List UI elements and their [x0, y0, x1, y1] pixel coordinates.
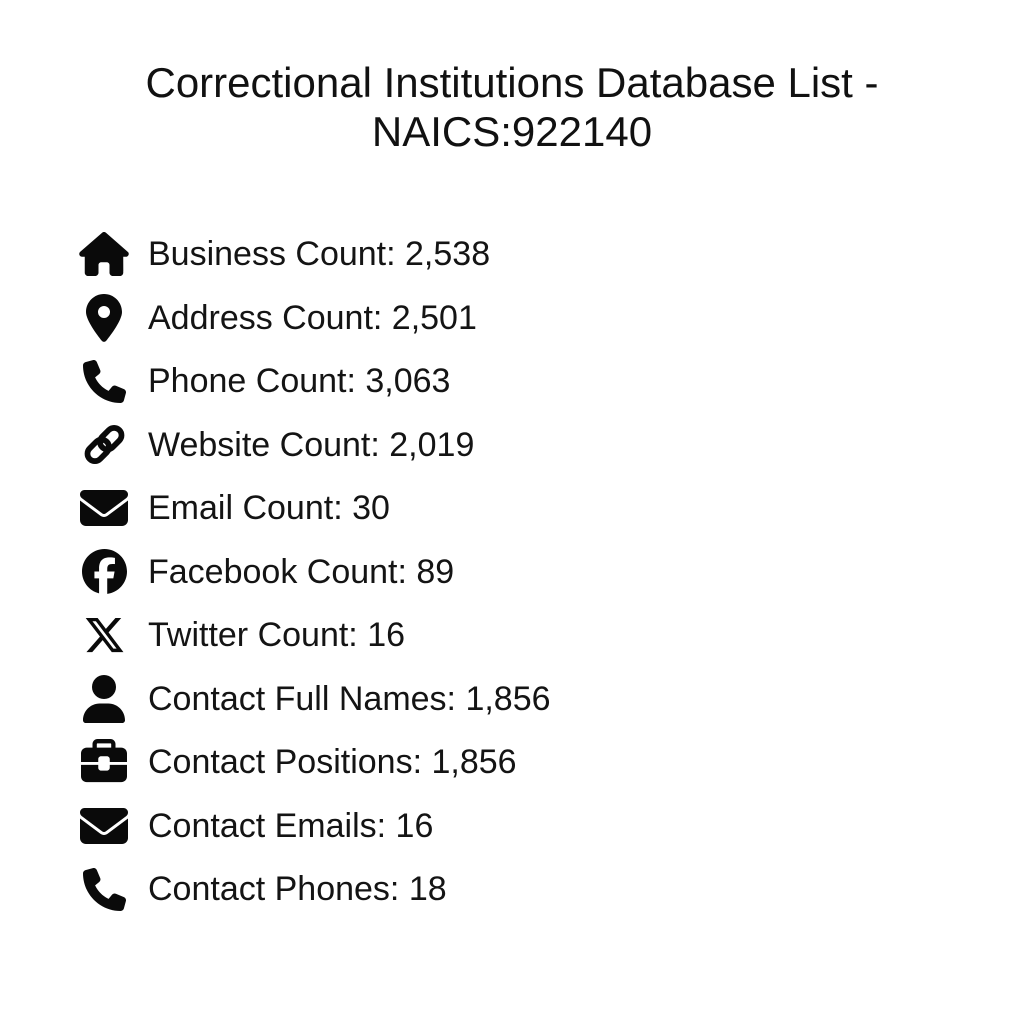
- stats-list: Business Count: 2,538 Address Count: 2,5…: [0, 156, 1024, 921]
- envelope-icon: [78, 482, 130, 534]
- stat-text: Facebook Count: 89: [148, 552, 455, 591]
- location-pin-icon: [78, 292, 130, 344]
- stat-text: Contact Phones: 18: [148, 870, 447, 908]
- stat-text: Email Count: 30: [148, 489, 390, 527]
- stat-row-contact-phones: Contact Phones: 18: [78, 857, 1024, 921]
- stat-row-website-count: Website Count: 2,019: [78, 413, 1024, 477]
- stat-row-contact-emails: Contact Emails: 16: [78, 794, 1024, 858]
- stat-row-business-count: Business Count: 2,538: [78, 222, 1024, 286]
- link-icon: [78, 419, 130, 471]
- stat-text: Phone Count: 3,063: [148, 362, 451, 400]
- stat-row-contact-full-names: Contact Full Names: 1,856: [78, 667, 1024, 731]
- stat-row-phone-count: Phone Count: 3,063: [78, 349, 1024, 413]
- page-title: Correctional Institutions Database List …: [145, 59, 879, 156]
- envelope-icon: [78, 800, 130, 852]
- stat-text: Contact Emails: 16: [148, 806, 434, 845]
- user-icon: [78, 673, 130, 725]
- stat-text: Twitter Count: 16: [148, 616, 406, 654]
- stat-text: Contact Positions: 1,856: [148, 743, 517, 781]
- facebook-icon: [78, 546, 130, 598]
- stat-row-facebook-count: Facebook Count: 89: [78, 540, 1024, 604]
- stat-row-email-count: Email Count: 30: [78, 476, 1024, 540]
- stat-text: Contact Full Names: 1,856: [148, 679, 551, 718]
- home-icon: [78, 228, 130, 280]
- stat-row-twitter-count: Twitter Count: 16: [78, 603, 1024, 667]
- briefcase-icon: [78, 736, 130, 788]
- stat-text: Website Count: 2,019: [148, 425, 475, 464]
- twitter-x-icon: [78, 609, 130, 661]
- stat-text: Business Count: 2,538: [148, 235, 491, 273]
- phone-icon: [78, 863, 130, 915]
- stat-row-address-count: Address Count: 2,501: [78, 286, 1024, 350]
- stat-row-contact-positions: Contact Positions: 1,856: [78, 730, 1024, 794]
- stat-text: Address Count: 2,501: [148, 298, 477, 337]
- phone-icon: [78, 355, 130, 407]
